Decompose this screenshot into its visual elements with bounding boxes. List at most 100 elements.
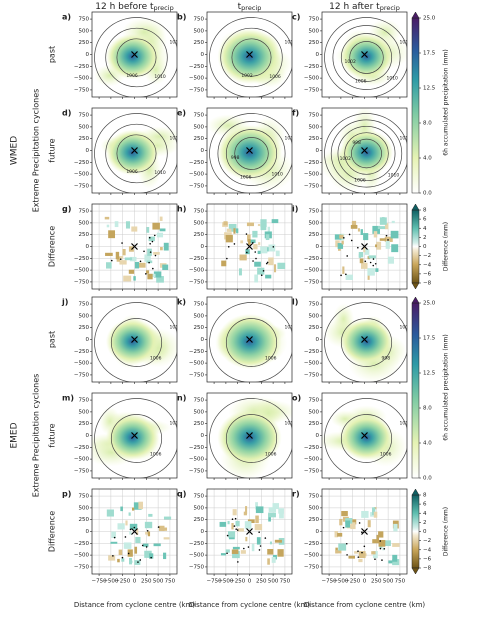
isobar (340, 33, 393, 82)
panel-content: 1014 1010 1006 (94, 17, 177, 97)
y-tick-label: 500 (79, 505, 90, 511)
difference-patch (156, 232, 164, 238)
difference-patch (372, 507, 376, 515)
difference-patch (367, 272, 370, 280)
difference-patch (244, 521, 252, 529)
panel: g) −750 −500 −250 0 250 500 750 (62, 203, 178, 291)
y-tick-label: 750 (309, 113, 320, 119)
y-tick-label: −500 (304, 268, 320, 274)
difference-patch (159, 228, 166, 232)
significance-dot (258, 549, 261, 551)
colorbar (411, 17, 420, 194)
row-label: Difference (48, 226, 57, 267)
panel: 1010 1006 k) −750 −500 −250 0 250 500 750 (177, 296, 293, 384)
difference-patch (269, 541, 273, 545)
significance-dot (387, 239, 389, 241)
y-tick-label: 0 (316, 433, 320, 439)
y-tick-label: 0 (201, 433, 205, 439)
difference-patch (265, 274, 272, 279)
difference-patch (245, 536, 248, 542)
isobar-label: 1010 (154, 74, 166, 80)
difference-patch (279, 512, 284, 519)
difference-patch (381, 217, 385, 223)
colorbar-tick-label: −4 (423, 547, 432, 553)
isobar (337, 125, 396, 182)
difference-patch (114, 221, 119, 228)
isobar (105, 27, 168, 88)
significance-dot (146, 529, 149, 532)
difference-patch (358, 252, 364, 258)
significance-dot (374, 262, 377, 265)
difference-patch (372, 539, 379, 544)
y-tick-label: 500 (309, 28, 320, 34)
y-tick-label: 500 (194, 313, 205, 319)
significance-dot (255, 257, 257, 260)
colorbar-label: 6h accumulated precipitation (mm) (443, 49, 450, 155)
isobar (209, 398, 292, 478)
difference-patch (128, 512, 131, 516)
colorbar-tick-label: −2 (423, 538, 431, 544)
colorbar-tick-label: −4 (423, 262, 432, 268)
difference-patch (146, 551, 150, 554)
difference-patch (142, 543, 149, 547)
x-tick-label: 500 (268, 579, 279, 585)
cyclone-centre (246, 336, 253, 343)
x-tick-label: 500 (153, 579, 164, 585)
difference-patch (376, 241, 382, 250)
isobar (332, 25, 401, 90)
x-tick-label: 0 (133, 579, 137, 585)
difference-patch (122, 249, 126, 256)
y-tick-label: 750 (79, 17, 90, 23)
cyclone-centre (131, 51, 138, 58)
difference-patch (255, 515, 259, 524)
x-tick-label: 250 (256, 579, 267, 585)
isobar (340, 318, 393, 367)
significance-dot (340, 274, 342, 277)
difference-patch (148, 513, 153, 517)
difference-patch (131, 507, 135, 511)
y-tick-label: −500 (74, 268, 90, 274)
significance-dot (245, 233, 248, 235)
significance-dot (231, 518, 234, 521)
y-tick-label: 750 (194, 17, 205, 23)
difference-patch (106, 509, 114, 517)
panel-label: g) (62, 205, 71, 214)
y-tick-label: 500 (194, 220, 205, 226)
difference-patch (162, 527, 168, 531)
y-tick-label: −750 (304, 87, 320, 93)
y-tick-label: 0 (86, 148, 90, 154)
colorbar-tick-label: −6 (423, 271, 432, 277)
significance-dot (369, 261, 372, 264)
difference-patch (123, 542, 132, 549)
difference-patch (232, 509, 237, 516)
significance-dot (383, 547, 386, 550)
difference-patch (163, 516, 172, 520)
y-tick-label: 0 (201, 52, 205, 58)
isobar (110, 318, 163, 367)
colorbar-tick-label: 0 (423, 529, 427, 535)
significance-dot (266, 261, 269, 264)
isobar-label: 1002 (399, 324, 411, 330)
isobar (324, 17, 407, 97)
isobar (94, 113, 177, 193)
isobar-label: 1006 (150, 355, 162, 361)
cyclone-centre (131, 432, 138, 439)
difference-patch (358, 559, 363, 563)
difference-patch (146, 227, 150, 233)
difference-patch (147, 273, 153, 280)
column-title-text: t (238, 2, 242, 12)
difference-patch (146, 270, 150, 274)
isobar-label: 1010 (386, 76, 398, 82)
difference-patch (108, 555, 116, 561)
difference-patch (338, 247, 341, 251)
colorbar-tick-label: 0.0 (423, 191, 432, 197)
panel-content: 1010 1006 (209, 395, 292, 478)
isobar-label: 1014 (399, 135, 411, 141)
difference-patch (245, 506, 248, 514)
significance-dot (272, 246, 275, 248)
difference-patch (129, 256, 137, 262)
significance-dot (154, 254, 157, 257)
y-tick-label: −250 (74, 64, 90, 70)
y-tick-label: 250 (79, 40, 90, 46)
